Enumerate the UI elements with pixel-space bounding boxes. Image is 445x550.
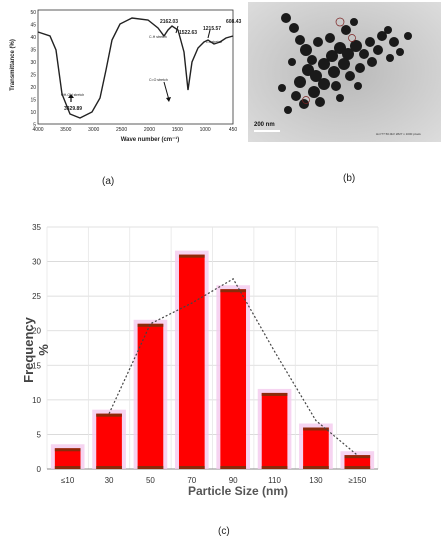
histogram-y-tick-label: 5 <box>37 430 42 439</box>
bar-base <box>220 466 247 469</box>
ftir-y-tick-label: 40 <box>30 35 36 41</box>
ftir-x-tick-label: 2500 <box>116 127 127 133</box>
ftir-y-tick-label: 15 <box>30 98 36 104</box>
ftir-x-tick-label: 3000 <box>88 127 99 133</box>
trend-line <box>108 278 358 456</box>
ftir-spectrum: 50 45 40 35 30 25 20 15 10 5 4000 3500 3000 2500 2000… <box>30 9 238 133</box>
histogram-y-tick-label: 10 <box>32 396 41 405</box>
bar-base <box>96 466 122 469</box>
histogram-xlabel: Particle Size (nm) <box>187 484 289 498</box>
ftir-annotation: c-s stretch <box>206 40 223 44</box>
ftir-peak-label: 1215.57 <box>203 26 222 32</box>
ftir-x-tick-label: 1000 <box>200 127 211 133</box>
ftir-x-tick-label: 4000 <box>32 127 43 133</box>
histogram-x-tick-label: 70 <box>187 476 196 485</box>
bar-cap <box>344 455 371 459</box>
ftir-x-tick-label: 2000 <box>144 127 155 133</box>
panel-label-b: (b) <box>343 173 356 184</box>
histogram-x-tick-label: ≤10 <box>61 476 75 485</box>
ftir-x-tick-label: 1500 <box>172 127 183 133</box>
ftir-ylabel: Transmittance (%) <box>10 39 16 91</box>
bar-base <box>178 466 205 469</box>
ftir-peak-label: 2162.03 <box>160 19 179 25</box>
histogram-bar <box>261 392 288 469</box>
histogram-bar <box>54 448 81 469</box>
histogram-y-tick-label: 25 <box>32 292 41 301</box>
bar-cap <box>303 427 329 431</box>
ftir-x-tick-label: 3500 <box>60 127 71 133</box>
ftir-peak-label: 3329.89 <box>64 106 83 112</box>
tem-caption: Hv=?? 50.0kV 2827 x 1000 pixels <box>376 132 421 136</box>
bar-base <box>261 466 288 469</box>
bar-cap <box>220 289 247 293</box>
nanoparticle-cluster <box>248 2 441 142</box>
histogram-y-tick-label: 0 <box>37 465 42 474</box>
scale-bar-label: 200 nm <box>254 122 275 128</box>
bar-base <box>303 466 329 469</box>
histogram-y-tick-label: 30 <box>32 258 41 267</box>
bar-cap <box>54 448 81 452</box>
ftir-y-tick-label: 30 <box>30 60 36 66</box>
ftir-curve <box>37 17 234 119</box>
histogram-bar <box>220 289 247 469</box>
bar-base <box>137 466 164 469</box>
bar-cap <box>96 413 122 417</box>
histogram-bar <box>303 427 329 469</box>
histogram-y-tick-label: 35 <box>32 223 41 232</box>
ftir-annotation: OH-OH stretch <box>61 93 85 97</box>
ftir-y-tick-label: 5 <box>33 123 36 129</box>
ftir-y-tick-label: 10 <box>30 110 36 116</box>
ftir-x-tick-label: 450 <box>229 127 238 133</box>
ftir-peak-label: 608.43 <box>226 19 242 25</box>
panel-label-a: (a) <box>102 176 115 187</box>
histogram-y-tick-label: 20 <box>32 327 41 336</box>
ftir-y-tick-label: 45 <box>30 23 36 29</box>
histogram-y-tick-label: 15 <box>32 361 41 370</box>
ftir-y-tick-label: 35 <box>30 48 36 54</box>
ftir-y-tick-label: 20 <box>30 85 36 91</box>
bar-cap <box>261 392 288 396</box>
histogram-ylabel: Frequency % <box>21 317 51 383</box>
histogram-x-tick-label: 50 <box>146 476 155 485</box>
tem-micrograph: 200 nm Hv=?? 50.0kV 2827 x 1000 pixels <box>248 2 441 142</box>
histogram-bar <box>137 323 164 469</box>
particle-size-histogram: 0 5 10 15 20 25 30 35 ≤10 30 50 70 90 110 130 ≥150 <box>32 223 379 485</box>
histogram-x-tick-label: 110 <box>268 476 281 485</box>
histogram-bar <box>178 254 205 469</box>
histogram-x-tick-label: 90 <box>229 476 238 485</box>
bar-cap <box>178 254 205 258</box>
histogram-x-tick-label: 30 <box>105 476 114 485</box>
ftir-annotation: C-H stretch <box>149 35 167 39</box>
bar-cap <box>137 323 164 327</box>
histogram-bar <box>344 455 371 469</box>
bar-base <box>54 466 81 469</box>
histogram-x-tick-label: 130 <box>309 476 323 485</box>
ftir-y-tick-label: 25 <box>30 73 36 79</box>
panel-label-c: (c) <box>218 526 230 537</box>
bar-base <box>344 466 371 469</box>
histogram-bar <box>96 413 122 469</box>
ftir-y-tick-label: 50 <box>30 10 36 16</box>
ftir-annotation: C=O stretch <box>149 78 168 82</box>
ftir-peak-label: 1522.63 <box>179 30 198 36</box>
histogram-x-tick-label: ≥150 <box>348 476 366 485</box>
ftir-xlabel: Wave number (cm⁻¹) <box>120 137 180 143</box>
